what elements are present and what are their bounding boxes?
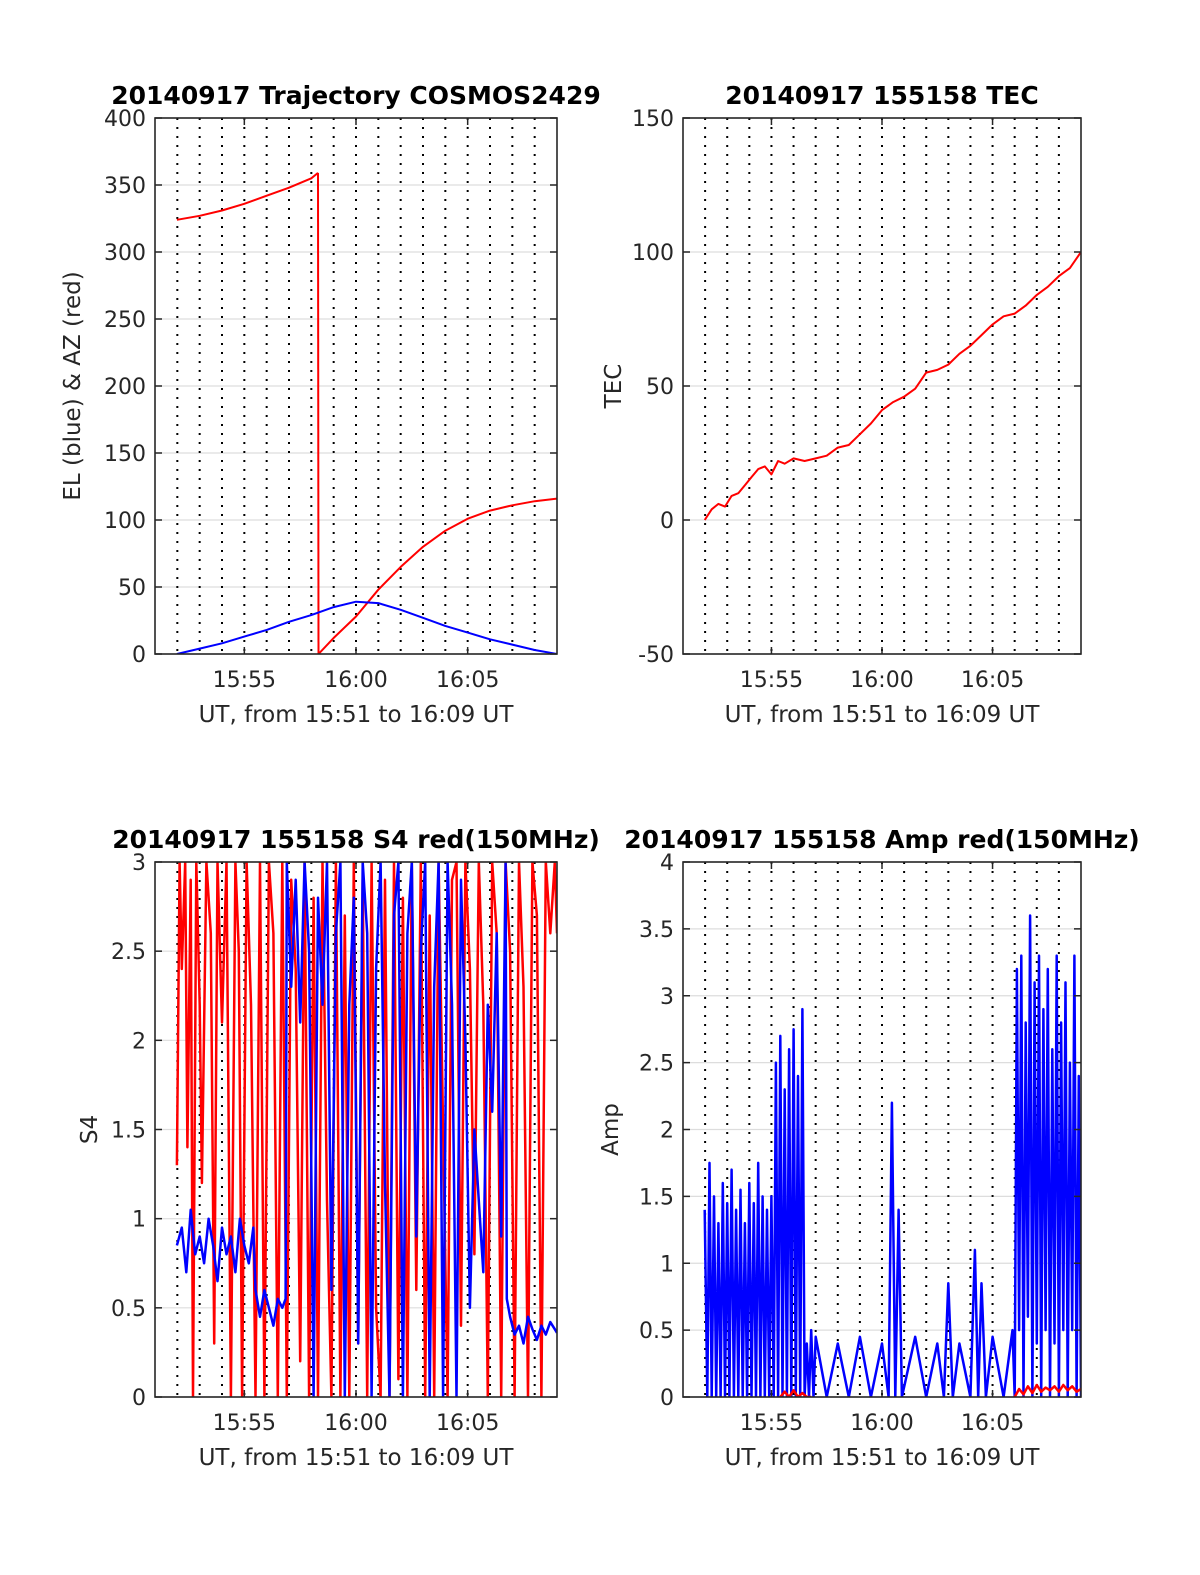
y-tick-label: 3 xyxy=(660,985,674,1010)
y-tick-label: 0.5 xyxy=(111,1297,146,1322)
y-tick-label: 1 xyxy=(132,1208,146,1233)
plot-area xyxy=(703,914,1081,1397)
y-axis-label: EL (blue) & AZ (red) xyxy=(60,271,86,500)
y-tick-label: 100 xyxy=(632,241,674,266)
panel-amp: 0 0.5 1 1.5 2 2.5 3 3.5 4 15:55 16:00 16:05 20140917… xyxy=(598,825,1140,1471)
x-tick-label: 16:05 xyxy=(436,668,499,693)
y-tick-label: -50 xyxy=(638,643,674,668)
x-tick-label: 16:00 xyxy=(324,668,387,693)
x-tick-label: 16:00 xyxy=(850,668,913,693)
chart-title: 20140917 155158 TEC xyxy=(725,81,1038,110)
x-axis-label: UT, from 15:51 to 16:09 UT xyxy=(199,1445,515,1471)
x-tick-label: 16:00 xyxy=(850,1411,913,1436)
x-tick-label: 15:55 xyxy=(740,668,803,693)
y-tick-label: 0 xyxy=(660,509,674,534)
series-0-line-1 xyxy=(317,172,320,654)
y-tick-label: 4 xyxy=(660,851,674,876)
y-tick-label: 1.5 xyxy=(111,1119,146,1144)
x-tick-label: 16:00 xyxy=(324,1411,387,1436)
y-tick-label: 3 xyxy=(132,851,146,876)
y-tick-label: 250 xyxy=(104,308,146,333)
y-tick-label: 50 xyxy=(118,576,146,601)
y-axis-label: Amp xyxy=(598,1103,624,1156)
chart-title: 20140917 Trajectory COSMOS2429 xyxy=(111,81,601,110)
plot-area xyxy=(703,251,1081,521)
x-tick-label: 16:05 xyxy=(436,1411,499,1436)
x-axis-label: UT, from 15:51 to 16:09 UT xyxy=(199,702,515,728)
x-tick-label: 15:55 xyxy=(740,1411,803,1436)
panel-tec: -50 0 50 100 150 15:55 16:00 16:05 20140917 1551… xyxy=(601,81,1082,728)
x-axis-label: UT, from 15:51 to 16:09 UT xyxy=(725,1445,1041,1471)
y-tick-label: 0 xyxy=(132,643,146,668)
plot-area xyxy=(175,862,557,1397)
y-tick-label: 150 xyxy=(632,107,674,132)
y-axis-label: TEC xyxy=(601,364,627,410)
y-tick-label: 50 xyxy=(646,375,674,400)
y-tick-label: 0 xyxy=(132,1386,146,1411)
series-1-line-0 xyxy=(175,862,557,1397)
series-0-line-2 xyxy=(317,497,557,654)
chart-title: 20140917 155158 S4 red(150MHz) xyxy=(112,825,600,854)
y-tick-label: 300 xyxy=(104,241,146,266)
y-tick-label: 2 xyxy=(660,1119,674,1144)
y-tick-label: 400 xyxy=(104,107,146,132)
y-tick-label: 1 xyxy=(660,1252,674,1277)
y-tick-label: 2.5 xyxy=(639,1052,674,1077)
x-tick-label: 15:55 xyxy=(213,668,276,693)
series-0-line-0 xyxy=(176,172,319,221)
y-tick-label: 150 xyxy=(104,442,146,467)
y-axis-label: S4 xyxy=(77,1115,103,1144)
y-tick-label: 1.5 xyxy=(639,1185,674,1210)
x-axis-label: UT, from 15:51 to 16:09 UT xyxy=(725,702,1041,728)
x-tick-label: 16:05 xyxy=(961,1411,1024,1436)
series-1-line-1 xyxy=(1013,1383,1081,1397)
x-tick-label: 15:55 xyxy=(213,1411,276,1436)
y-tick-label: 100 xyxy=(104,509,146,534)
y-tick-label: 0.5 xyxy=(639,1319,674,1344)
y-tick-label: 350 xyxy=(104,174,146,199)
x-tick-label: 16:05 xyxy=(961,668,1024,693)
series-0-line-0 xyxy=(703,251,1081,521)
chart-title: 20140917 155158 Amp red(150MHz) xyxy=(624,825,1140,854)
y-tick-label: 2 xyxy=(132,1029,146,1054)
y-tick-label: 0 xyxy=(660,1386,674,1411)
series-0-line-0 xyxy=(703,914,1081,1397)
y-tick-label: 200 xyxy=(104,375,146,400)
panel-s4: 0 0.5 1 1.5 2 2.5 3 15:55 16:00 16:05 20140917 155… xyxy=(77,825,600,1471)
y-tick-label: 2.5 xyxy=(111,940,146,965)
plot-area xyxy=(176,172,557,654)
panel-trajectory: 0 50 100 150 200 250 300 350 400 15:55 16:00 16:05 2… xyxy=(60,81,601,728)
series-1-line-0 xyxy=(176,600,557,654)
y-tick-label: 3.5 xyxy=(639,918,674,943)
